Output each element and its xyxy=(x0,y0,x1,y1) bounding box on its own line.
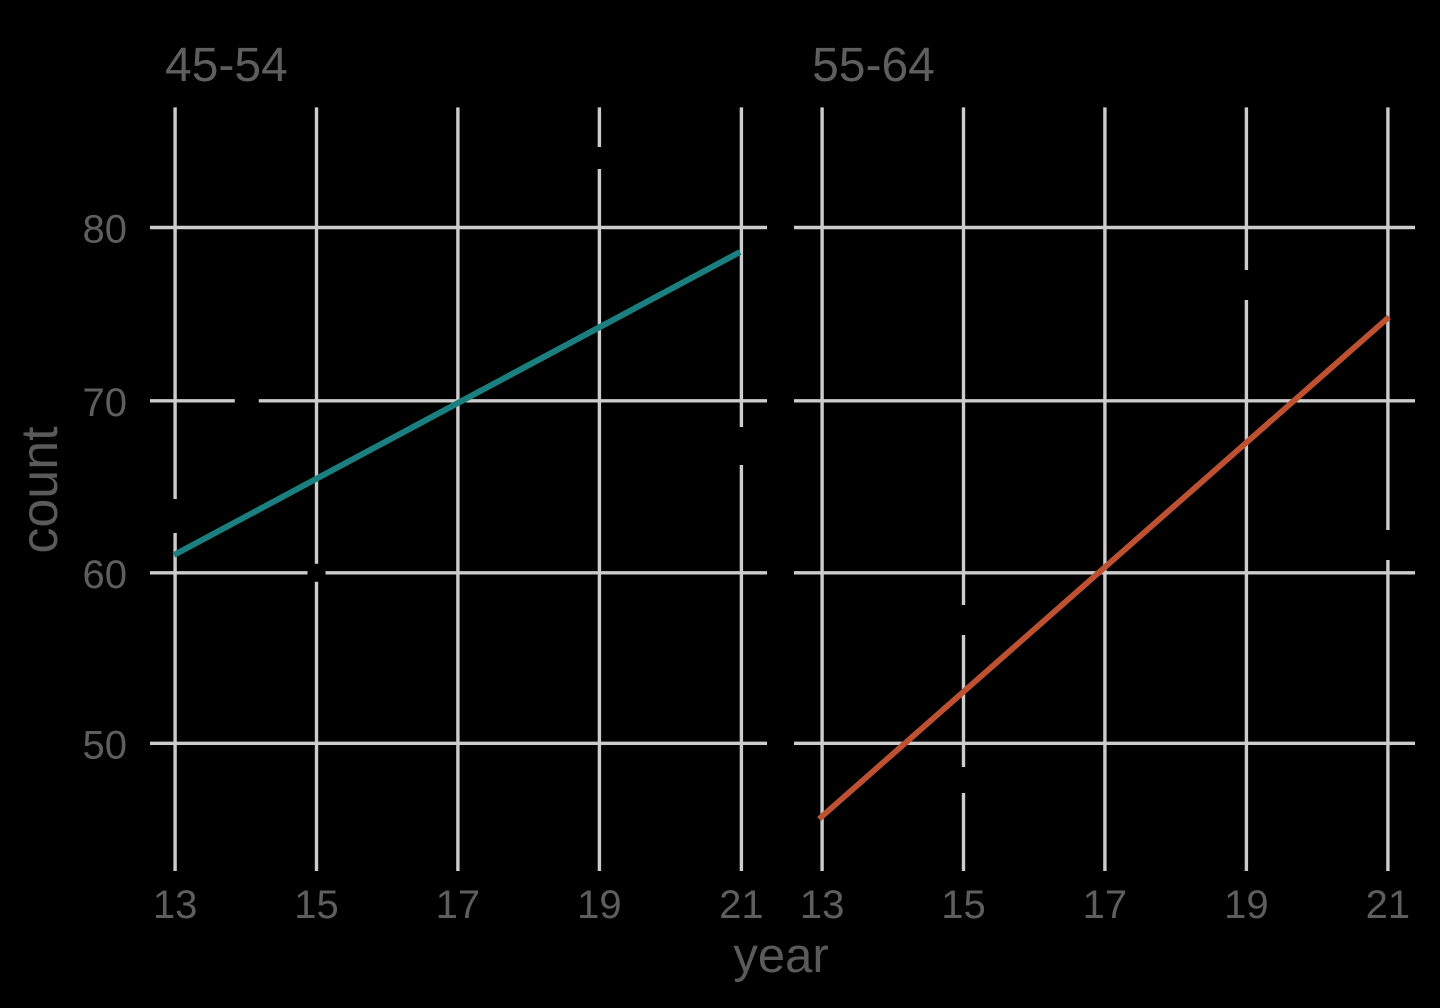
svg-text:70: 70 xyxy=(83,381,128,425)
svg-text:count: count xyxy=(11,426,69,554)
svg-text:13: 13 xyxy=(800,883,845,927)
svg-text:year: year xyxy=(733,929,828,983)
svg-text:21: 21 xyxy=(719,883,764,927)
svg-text:55-64: 55-64 xyxy=(812,39,935,92)
svg-text:17: 17 xyxy=(1083,883,1128,927)
svg-text:19: 19 xyxy=(577,883,622,927)
svg-text:15: 15 xyxy=(941,883,986,927)
svg-text:19: 19 xyxy=(1224,883,1269,927)
svg-text:13: 13 xyxy=(153,883,198,927)
svg-text:50: 50 xyxy=(83,723,128,767)
svg-text:17: 17 xyxy=(436,883,481,927)
svg-text:45-54: 45-54 xyxy=(165,39,288,92)
svg-text:21: 21 xyxy=(1366,883,1411,927)
svg-text:15: 15 xyxy=(294,883,339,927)
svg-text:60: 60 xyxy=(83,553,128,597)
svg-text:80: 80 xyxy=(83,208,128,252)
